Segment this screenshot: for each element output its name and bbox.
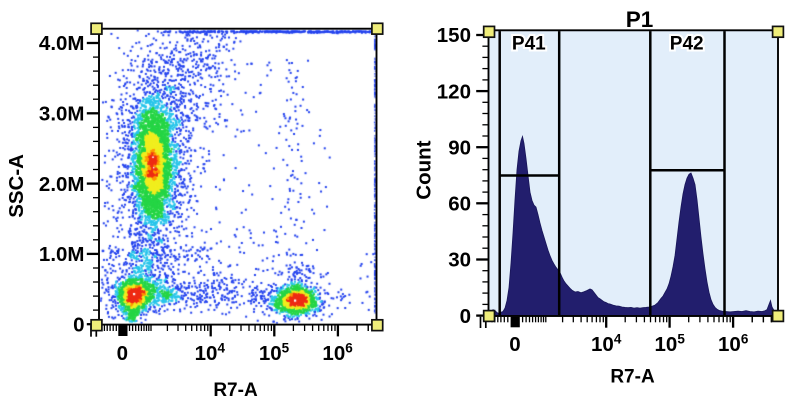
svg-text:60: 60 — [448, 193, 471, 216]
svg-text:R7-A: R7-A — [213, 380, 258, 401]
svg-text:150: 150 — [437, 24, 471, 47]
svg-text:90: 90 — [448, 136, 471, 159]
svg-text:104: 104 — [591, 331, 622, 356]
svg-text:0: 0 — [117, 342, 128, 365]
svg-text:R7-A: R7-A — [610, 367, 655, 388]
svg-text:0: 0 — [73, 313, 84, 336]
svg-text:3.0M: 3.0M — [39, 103, 85, 126]
svg-text:P42: P42 — [670, 34, 704, 55]
svg-text:106: 106 — [322, 341, 353, 366]
svg-text:Count: Count — [413, 140, 436, 199]
svg-text:104: 104 — [195, 341, 226, 366]
svg-text:0: 0 — [509, 333, 520, 356]
svg-text:SSC-A: SSC-A — [5, 154, 28, 218]
svg-text:105: 105 — [259, 341, 290, 366]
svg-text:2.0M: 2.0M — [39, 173, 85, 196]
svg-text:120: 120 — [437, 80, 471, 103]
svg-text:P41: P41 — [512, 34, 546, 55]
svg-text:0: 0 — [460, 305, 471, 328]
svg-text:30: 30 — [448, 249, 471, 272]
svg-text:106: 106 — [718, 331, 749, 356]
svg-text:4.0M: 4.0M — [39, 32, 85, 55]
svg-text:105: 105 — [655, 331, 686, 356]
svg-text:1.0M: 1.0M — [39, 243, 85, 266]
svg-text:P1: P1 — [626, 7, 654, 32]
